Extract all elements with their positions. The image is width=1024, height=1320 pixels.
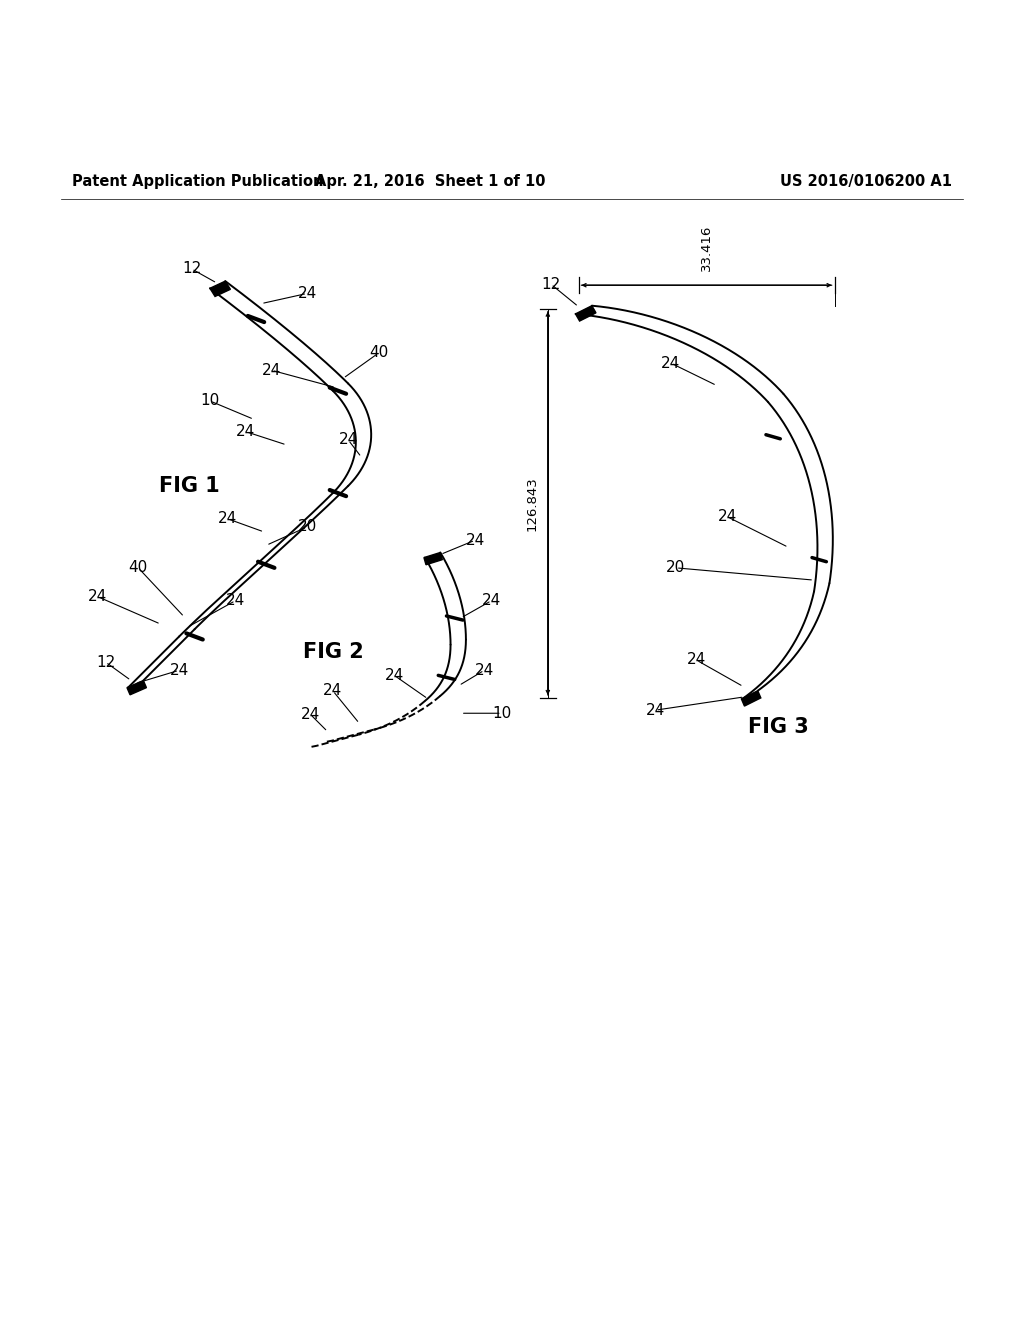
Polygon shape bbox=[210, 281, 230, 297]
Text: FIG 3: FIG 3 bbox=[748, 717, 809, 737]
Text: 126.843: 126.843 bbox=[526, 477, 539, 531]
Text: 24: 24 bbox=[88, 589, 106, 605]
Text: 24: 24 bbox=[218, 511, 237, 527]
Text: 24: 24 bbox=[385, 668, 403, 682]
Text: 24: 24 bbox=[324, 684, 342, 698]
Text: 24: 24 bbox=[298, 286, 316, 301]
Text: 24: 24 bbox=[718, 510, 736, 524]
Text: 24: 24 bbox=[662, 355, 680, 371]
Text: 10: 10 bbox=[201, 393, 219, 408]
Text: Apr. 21, 2016  Sheet 1 of 10: Apr. 21, 2016 Sheet 1 of 10 bbox=[314, 174, 546, 189]
Text: 20: 20 bbox=[298, 519, 316, 535]
Text: 24: 24 bbox=[646, 702, 665, 718]
Text: 12: 12 bbox=[182, 261, 201, 276]
Text: 24: 24 bbox=[226, 593, 245, 609]
Text: 24: 24 bbox=[237, 424, 255, 440]
Text: 10: 10 bbox=[493, 706, 511, 721]
Polygon shape bbox=[127, 681, 146, 694]
Text: 24: 24 bbox=[475, 663, 494, 677]
Text: US 2016/0106200 A1: US 2016/0106200 A1 bbox=[780, 174, 952, 189]
Text: 24: 24 bbox=[301, 706, 319, 722]
Text: FIG 2: FIG 2 bbox=[303, 642, 365, 661]
Text: 20: 20 bbox=[667, 560, 685, 576]
Polygon shape bbox=[424, 553, 442, 565]
Polygon shape bbox=[575, 306, 596, 321]
Text: 12: 12 bbox=[542, 277, 560, 292]
Text: 24: 24 bbox=[170, 663, 188, 677]
Text: FIG 1: FIG 1 bbox=[159, 477, 220, 496]
Polygon shape bbox=[741, 690, 761, 706]
Text: Patent Application Publication: Patent Application Publication bbox=[72, 174, 324, 189]
Text: 24: 24 bbox=[482, 593, 501, 609]
Text: 24: 24 bbox=[466, 533, 484, 548]
Text: 24: 24 bbox=[262, 363, 281, 378]
Text: 24: 24 bbox=[339, 433, 357, 447]
Text: 40: 40 bbox=[370, 346, 388, 360]
Text: 40: 40 bbox=[129, 560, 147, 576]
Text: 24: 24 bbox=[687, 652, 706, 668]
Text: 12: 12 bbox=[96, 655, 115, 669]
Text: 33.416: 33.416 bbox=[700, 224, 713, 271]
